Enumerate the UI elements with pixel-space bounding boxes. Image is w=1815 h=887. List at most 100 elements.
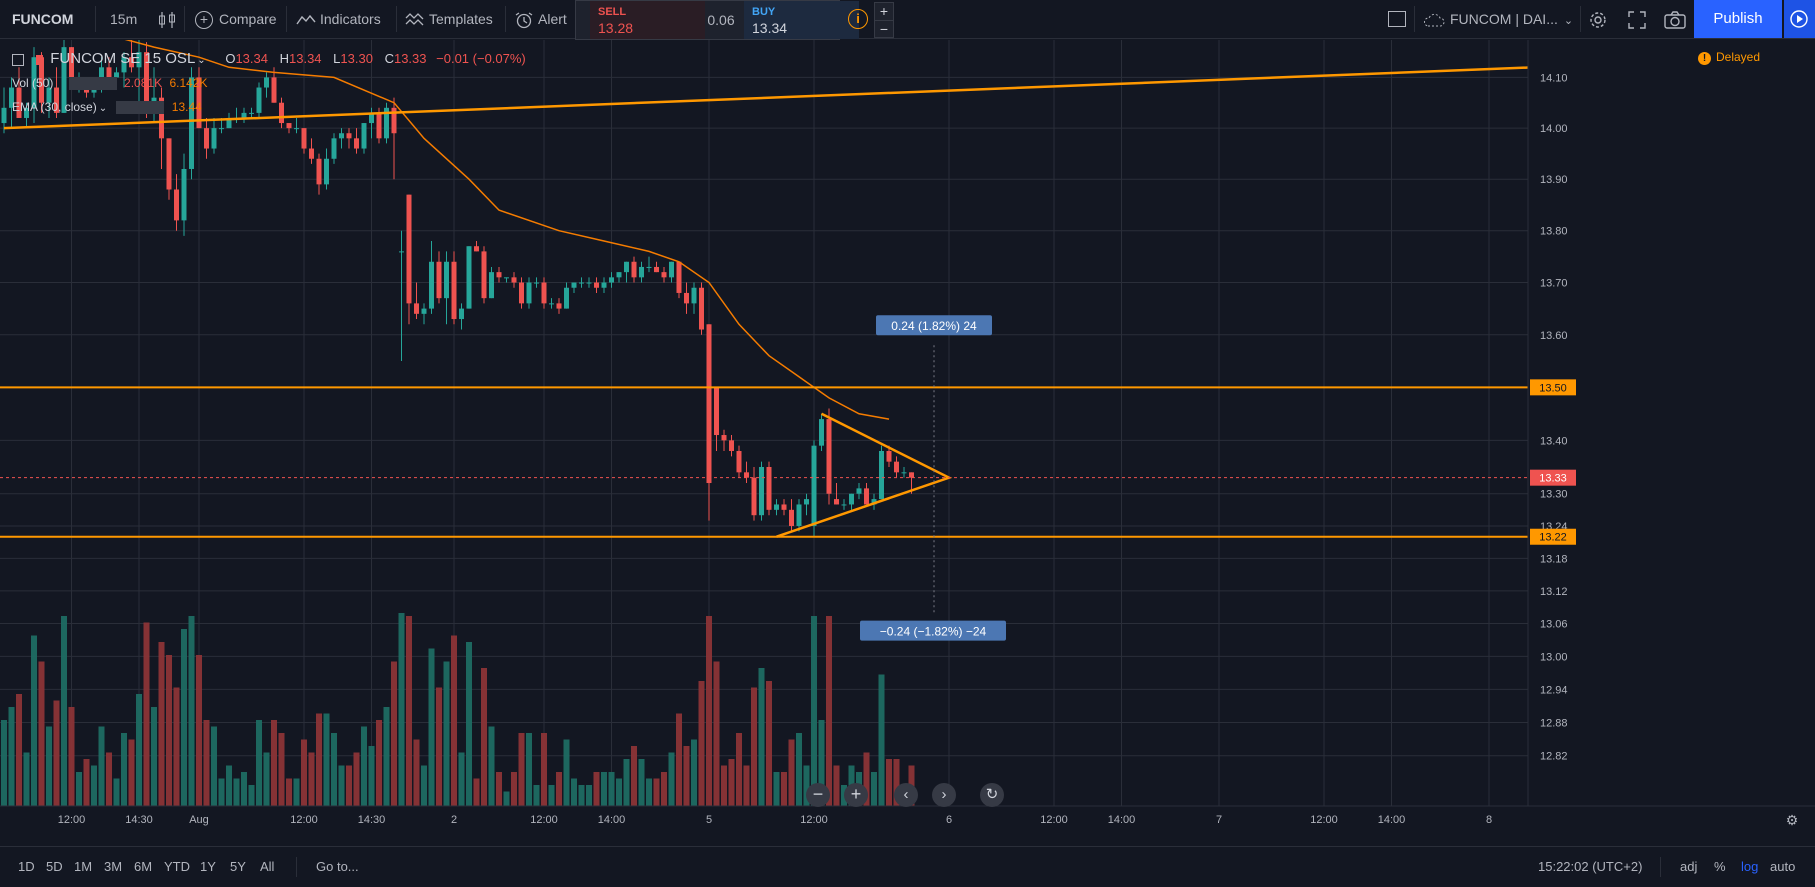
bottom-toolbar: 1D 5D 1M 3M 6M YTD 1Y 5Y All Go to... 15:22:02 (… — [0, 846, 1815, 887]
candle-body — [849, 493, 854, 505]
info-icon[interactable]: i — [848, 9, 868, 29]
candle-body — [526, 282, 532, 304]
candle-body — [54, 87, 59, 113]
price-tick-label: 13.30 — [1540, 489, 1568, 501]
candle-body — [571, 282, 577, 288]
publish-button[interactable]: Publish — [1694, 0, 1782, 38]
volume-bar — [796, 733, 802, 806]
increment-button[interactable]: + — [879, 3, 889, 19]
volume-bar — [241, 772, 247, 806]
candle-body — [714, 387, 719, 436]
volume-bar — [16, 694, 22, 806]
volume-bar — [698, 681, 705, 806]
goto-date-button[interactable]: Go to... — [316, 859, 359, 874]
volume-bar — [421, 765, 427, 806]
sell-button[interactable]: SELL 13.28 — [590, 1, 705, 39]
high-label: H — [279, 51, 289, 66]
symbol-search-button[interactable]: FUNCOM — [12, 11, 74, 27]
indicators-label: Indicators — [320, 11, 381, 27]
alarm-clock-icon — [515, 12, 533, 29]
candle-body — [361, 123, 367, 149]
candle-body — [759, 466, 764, 516]
candles-icon — [159, 12, 175, 29]
zoom-out-button[interactable]: − — [806, 783, 830, 807]
scroll-left-button[interactable]: ‹ — [894, 783, 918, 807]
ema-value: 13.44 — [171, 100, 202, 114]
volume-bar — [1, 720, 7, 806]
delayed-badge[interactable]: ! Delayed — [1698, 50, 1760, 65]
interval-button[interactable]: 15m — [110, 11, 138, 27]
candle-body — [864, 488, 869, 505]
toolbar-divider — [1414, 6, 1415, 32]
price-chart[interactable]: 14.2014.1014.0013.9013.8013.7013.6013.50… — [0, 40, 1815, 846]
indicator-buttons[interactable] — [68, 77, 117, 91]
volume-bar — [466, 642, 472, 806]
volume-bar — [68, 707, 75, 806]
candle-body — [886, 450, 892, 462]
decrement-button[interactable]: − — [875, 20, 893, 38]
snapshot-button[interactable] — [1664, 0, 1686, 38]
range-ytd-button[interactable]: YTD — [164, 859, 190, 874]
range-3m-button[interactable]: 3M — [104, 859, 123, 874]
volume-indicator-label[interactable]: Vol (50) — [12, 76, 54, 90]
range-5d-button[interactable]: 5D — [46, 859, 63, 874]
candle-body — [901, 472, 907, 474]
candle-body — [729, 440, 734, 451]
compare-button[interactable]: + Compare — [195, 0, 277, 38]
toolbar-divider — [1660, 857, 1661, 877]
chevron-down-icon[interactable]: ⌄ — [98, 103, 108, 114]
reset-chart-button[interactable]: ↻ — [980, 783, 1004, 807]
alert-button[interactable]: Alert — [514, 0, 567, 38]
adjust-toggle[interactable]: adj — [1680, 859, 1698, 874]
legend-collapse-icon[interactable] — [12, 53, 24, 66]
ema-indicator-label[interactable]: EMA (30, close) — [12, 100, 97, 114]
range-5y-button[interactable]: 5Y — [230, 859, 246, 874]
candle-body — [144, 52, 149, 113]
symbol-title[interactable]: FUNCOM SE 15 OSL — [50, 50, 196, 67]
volume-bar — [218, 778, 225, 806]
volume-bar — [728, 759, 735, 806]
range-1y-button[interactable]: 1Y — [200, 859, 216, 874]
candle-body — [504, 277, 509, 279]
fullscreen-toggle-icon[interactable] — [1388, 11, 1406, 27]
candle-body — [564, 287, 569, 309]
layout-name-button[interactable]: FUNCOM | DAI... ⌄ — [1422, 0, 1573, 38]
zoom-in-button[interactable]: + — [844, 783, 868, 807]
volume-bar — [353, 752, 360, 806]
candle-body — [339, 133, 344, 139]
templates-button[interactable]: Templates — [405, 0, 493, 38]
clock-timezone[interactable]: 15:22:02 (UTC+2) — [1538, 859, 1643, 874]
settings-button[interactable] — [1588, 0, 1608, 38]
scroll-right-button[interactable]: › — [932, 783, 956, 807]
candle-body — [16, 87, 22, 118]
range-1d-button[interactable]: 1D — [18, 859, 35, 874]
chart-style-button[interactable] — [158, 0, 176, 38]
candle-body — [511, 277, 517, 283]
time-tick-label: 12:00 — [530, 814, 558, 826]
candle-body — [601, 282, 607, 288]
high-value: 13.34 — [289, 51, 322, 66]
log-toggle[interactable]: log — [1741, 859, 1759, 874]
fullscreen-button[interactable] — [1628, 0, 1646, 38]
volume-bar — [143, 622, 150, 806]
candle-body — [316, 158, 322, 185]
auto-toggle[interactable]: auto — [1770, 859, 1796, 874]
candle-body — [369, 112, 374, 124]
volume-bar — [668, 752, 675, 806]
percent-toggle[interactable]: % — [1714, 859, 1726, 874]
buy-button[interactable]: BUY 13.34 — [744, 1, 859, 39]
candle-body — [826, 419, 832, 494]
indicators-button[interactable]: Indicators — [296, 0, 381, 38]
volume-bar — [721, 765, 727, 806]
cloud-icon — [1424, 14, 1445, 27]
price-axis-marker-label: 13.22 — [1539, 532, 1567, 544]
indicator-buttons[interactable] — [116, 101, 165, 115]
candle-body — [309, 148, 314, 159]
range-all-button[interactable]: All — [260, 859, 275, 874]
range-1m-button[interactable]: 1M — [74, 859, 93, 874]
chevron-down-icon[interactable]: ⌄ — [197, 55, 206, 66]
range-6m-button[interactable]: 6M — [134, 859, 153, 874]
alert-label: Alert — [538, 11, 567, 27]
replay-button[interactable] — [1784, 0, 1815, 38]
volume-bar — [691, 739, 697, 806]
